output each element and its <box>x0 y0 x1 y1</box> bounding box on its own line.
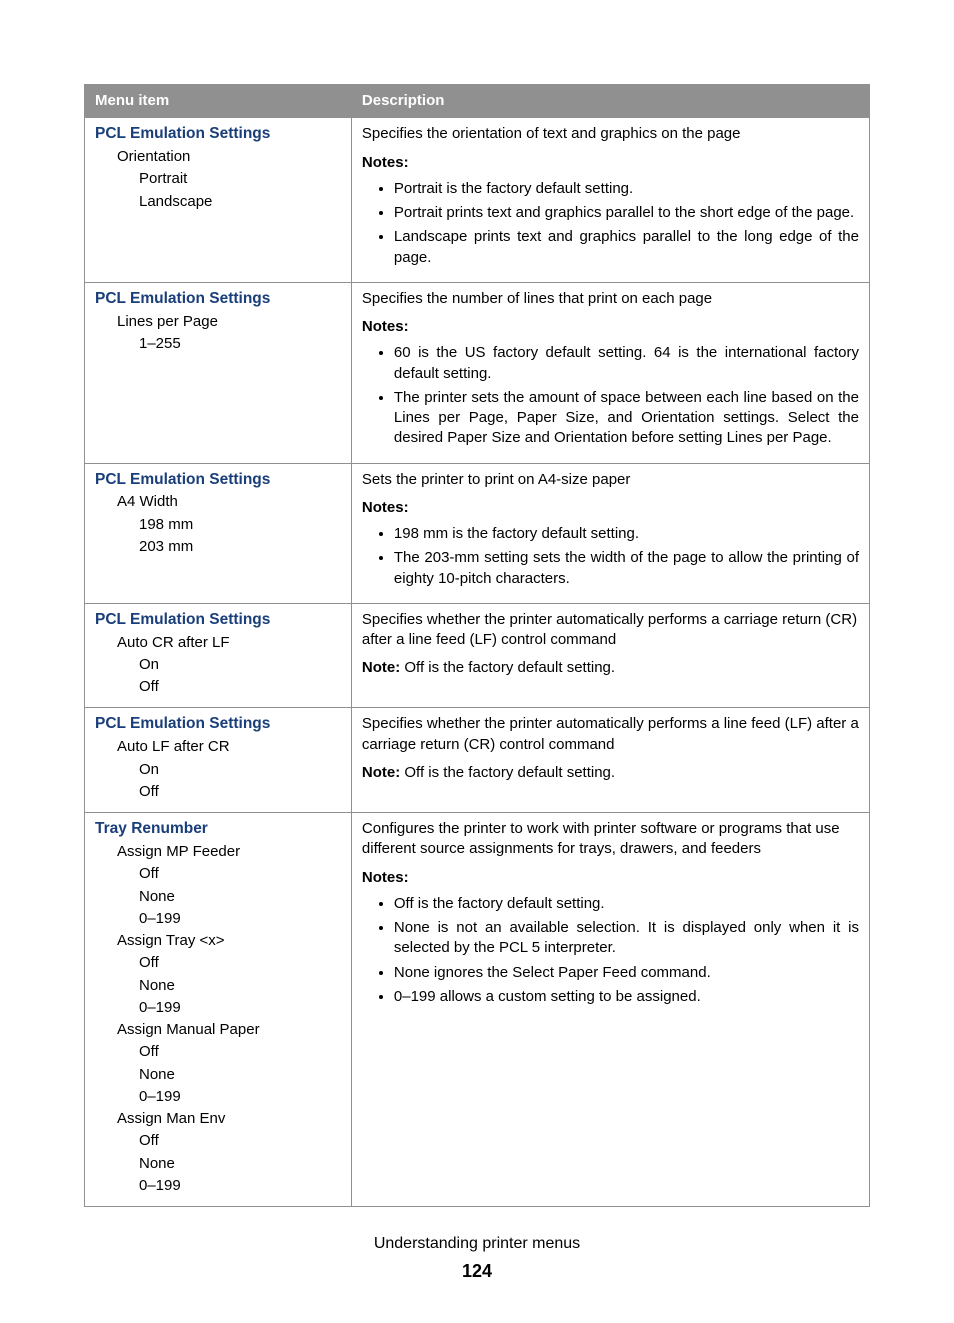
menu-sub-item: Assign Tray <x> <box>95 931 341 951</box>
table-row: PCL Emulation SettingsA4 Width 198 mm203 … <box>85 463 870 603</box>
table-row: PCL Emulation SettingsAuto CR after LFOn… <box>85 603 870 708</box>
notes-list: 198 mm is the factory default setting. Th… <box>362 524 859 589</box>
description-intro: Sets the printer to print on A4-size pap… <box>362 470 859 490</box>
footer-page-number: 124 <box>84 1259 870 1283</box>
notes-list: 60 is the US factory default setting. 64… <box>362 343 859 448</box>
description-cell: Sets the printer to print on A4-size pap… <box>351 463 869 603</box>
menu-sub-value: 1–255 <box>95 334 341 354</box>
menu-sub-value: 0–199 <box>95 1176 341 1196</box>
menu-sub-value: Off <box>95 782 341 802</box>
notes-list-item: 198 mm is the factory default setting. <box>394 524 859 544</box>
menu-item-cell: Tray RenumberAssign MP FeederOffNone0–19… <box>85 813 352 1207</box>
description-cell: Specifies whether the printer automatica… <box>351 708 869 813</box>
menu-sub-value: None <box>95 887 341 907</box>
menu-sub-value: Off <box>95 1131 341 1151</box>
notes-list-item: Portrait is the factory default setting. <box>394 179 859 199</box>
note-inline-text: Off is the factory default setting. <box>400 659 615 676</box>
menu-sub-item: A4 Width <box>95 492 341 512</box>
note-inline-text: Off is the factory default setting. <box>400 764 615 781</box>
description-cell: Specifies the orientation of text and gr… <box>351 118 869 283</box>
notes-list-item: Off is the factory default setting. <box>394 894 859 914</box>
note-inline: Note: Off is the factory default setting… <box>362 658 859 678</box>
footer-section-title: Understanding printer menus <box>84 1233 870 1255</box>
menu-sub-item: Assign Man Env <box>95 1109 341 1129</box>
table-row: PCL Emulation SettingsOrientationPortrai… <box>85 118 870 283</box>
menu-sub-value: On <box>95 760 341 780</box>
notes-list: Portrait is the factory default setting.… <box>362 179 859 268</box>
menu-item-title: PCL Emulation Settings <box>95 610 341 631</box>
menu-item-cell: PCL Emulation SettingsLines per Page1–25… <box>85 282 352 463</box>
description-intro: Specifies whether the printer automatica… <box>362 610 859 651</box>
notes-label: Notes: <box>362 317 859 337</box>
menu-item-title: Tray Renumber <box>95 819 341 840</box>
menu-item-title: PCL Emulation Settings <box>95 124 341 145</box>
description-cell: Specifies whether the printer automatica… <box>351 603 869 708</box>
notes-list-item: 60 is the US factory default setting. 64… <box>394 343 859 384</box>
menu-item-cell: PCL Emulation SettingsA4 Width 198 mm203 … <box>85 463 352 603</box>
menu-sub-value: Portrait <box>95 169 341 189</box>
notes-list-item: None ignores the Select Paper Feed comma… <box>394 963 859 983</box>
notes-list-item: The printer sets the amount of space bet… <box>394 388 859 449</box>
table-row: Tray RenumberAssign MP FeederOffNone0–19… <box>85 813 870 1207</box>
description-intro: Specifies the orientation of text and gr… <box>362 124 859 144</box>
menu-sub-value: Off <box>95 677 341 697</box>
menu-sub-item: Lines per Page <box>95 312 341 332</box>
menu-sub-value: Off <box>95 864 341 884</box>
menu-sub-value: On <box>95 655 341 675</box>
menu-item-title: PCL Emulation Settings <box>95 714 341 735</box>
notes-list: Off is the factory default setting. None … <box>362 894 859 1007</box>
menu-item-title: PCL Emulation Settings <box>95 470 341 491</box>
menu-item-cell: PCL Emulation SettingsAuto CR after LFOn… <box>85 603 352 708</box>
table-row: PCL Emulation SettingsAuto LF after CR On… <box>85 708 870 813</box>
col-header-desc: Description <box>351 85 869 118</box>
menu-sub-item: Orientation <box>95 147 341 167</box>
menu-item-title: PCL Emulation Settings <box>95 289 341 310</box>
description-intro: Specifies the number of lines that print… <box>362 289 859 309</box>
notes-label: Notes: <box>362 498 859 518</box>
menu-sub-value: 0–199 <box>95 909 341 929</box>
col-header-menu: Menu item <box>85 85 352 118</box>
table-row: PCL Emulation SettingsLines per Page1–25… <box>85 282 870 463</box>
menu-sub-item: Assign MP Feeder <box>95 842 341 862</box>
page-footer: Understanding printer menus 124 <box>84 1233 870 1283</box>
description-intro: Specifies whether the printer automatica… <box>362 714 859 755</box>
menu-sub-item: Assign Manual Paper <box>95 1020 341 1040</box>
description-cell: Configures the printer to work with prin… <box>351 813 869 1207</box>
menu-sub-value: None <box>95 1065 341 1085</box>
notes-list-item: Portrait prints text and graphics parall… <box>394 203 859 223</box>
note-inline: Note: Off is the factory default setting… <box>362 763 859 783</box>
notes-list-item: 0–199 allows a custom setting to be assi… <box>394 987 859 1007</box>
menu-sub-value: 203 mm <box>95 537 341 557</box>
menu-sub-value: None <box>95 1154 341 1174</box>
menu-sub-value: None <box>95 976 341 996</box>
description-cell: Specifies the number of lines that print… <box>351 282 869 463</box>
menu-sub-value: Landscape <box>95 192 341 212</box>
description-intro: Configures the printer to work with prin… <box>362 819 859 860</box>
menu-sub-item: Auto LF after CR <box>95 737 341 757</box>
menu-sub-item: Auto CR after LF <box>95 633 341 653</box>
menu-sub-value: 198 mm <box>95 515 341 535</box>
notes-list-item: Landscape prints text and graphics paral… <box>394 227 859 268</box>
note-inline-label: Note: <box>362 764 400 781</box>
note-inline-label: Note: <box>362 659 400 676</box>
menu-item-cell: PCL Emulation SettingsAuto LF after CR On… <box>85 708 352 813</box>
settings-table: Menu item Description PCL Emulation Sett… <box>84 84 870 1207</box>
notes-list-item: None is not an available selection. It i… <box>394 918 859 959</box>
menu-sub-value: Off <box>95 953 341 973</box>
notes-label: Notes: <box>362 868 859 888</box>
notes-list-item: The 203-mm setting sets the width of the… <box>394 548 859 589</box>
menu-sub-value: Off <box>95 1042 341 1062</box>
menu-item-cell: PCL Emulation SettingsOrientationPortrai… <box>85 118 352 283</box>
menu-sub-value: 0–199 <box>95 998 341 1018</box>
notes-label: Notes: <box>362 153 859 173</box>
menu-sub-value: 0–199 <box>95 1087 341 1107</box>
